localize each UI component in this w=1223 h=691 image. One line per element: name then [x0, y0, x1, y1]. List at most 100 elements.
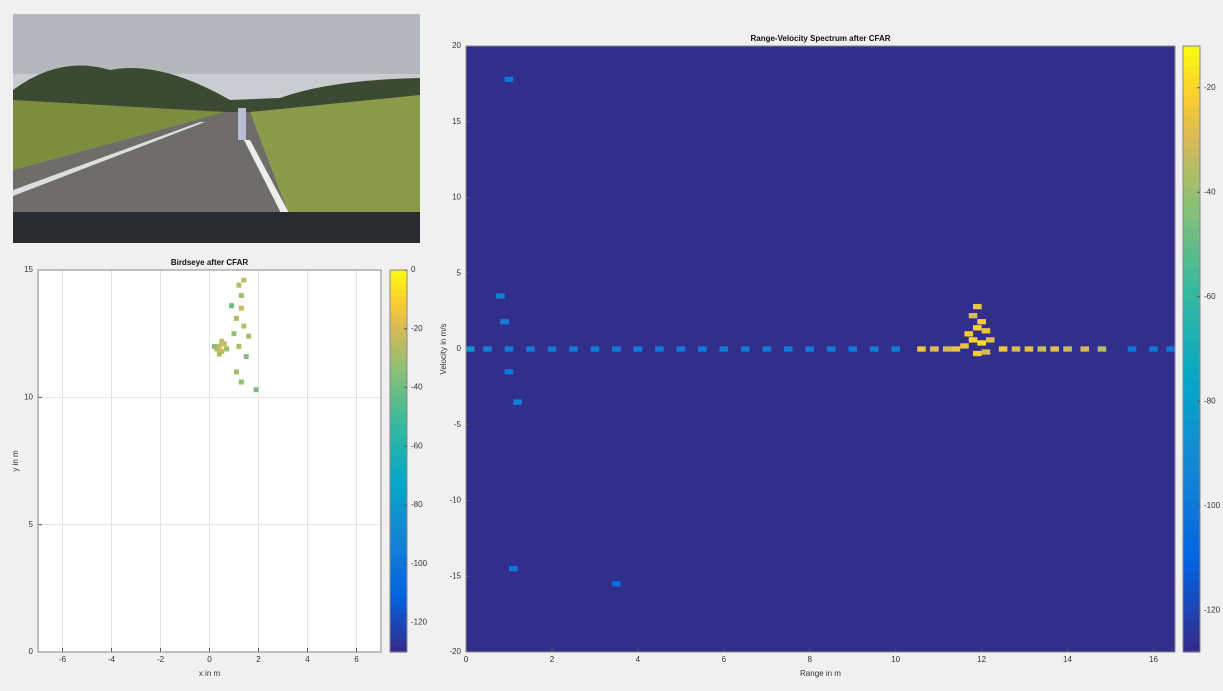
x-axis-label: Range in m: [800, 669, 841, 678]
data-point: [1128, 346, 1137, 351]
x-tick-label: 8: [808, 655, 813, 664]
data-point: [827, 346, 836, 351]
colorbar-cell: [390, 569, 407, 576]
colorbar-cell: [1183, 319, 1200, 330]
y-tick-label: -5: [454, 420, 462, 429]
data-point: [505, 346, 514, 351]
colorbar-cell: [390, 480, 407, 487]
colorbar-cell: [390, 544, 407, 551]
colorbar-cell: [1183, 612, 1200, 623]
colorbar-tick-label: 0: [411, 265, 416, 274]
colorbar-cell: [390, 308, 407, 315]
data-point: [982, 349, 991, 354]
colorbar-cell: [390, 633, 407, 640]
colorbar-cell: [390, 627, 407, 634]
colorbar-cell: [1183, 622, 1200, 633]
colorbar-cell: [1183, 278, 1200, 289]
data-point: [986, 337, 995, 342]
colorbar-cell: [1183, 76, 1200, 87]
data-point: [973, 304, 982, 309]
colorbar-cell: [1183, 389, 1200, 400]
data-point: [973, 351, 982, 356]
colorbar-cell: [390, 429, 407, 436]
data-point: [1080, 346, 1089, 351]
x-tick-label: 10: [891, 655, 900, 664]
data-point: [241, 278, 246, 283]
data-point: [930, 346, 939, 351]
data-point: [805, 346, 814, 351]
data-point: [784, 346, 793, 351]
data-point: [212, 344, 217, 349]
data-point: [634, 346, 643, 351]
colorbar-cell: [1183, 470, 1200, 481]
colorbar-cell: [1183, 632, 1200, 643]
colorbar-cell: [390, 270, 407, 277]
colorbar-cell: [390, 353, 407, 360]
data-point: [526, 346, 535, 351]
data-point: [1037, 346, 1046, 351]
data-point: [612, 581, 621, 586]
colorbar-cell: [390, 455, 407, 462]
data-point: [891, 346, 900, 351]
data-point: [234, 316, 239, 321]
colorbar-cell: [390, 639, 407, 646]
colorbar-cell: [390, 321, 407, 328]
data-point: [917, 346, 926, 351]
y-axis-label: y in m: [11, 450, 20, 472]
data-point: [569, 346, 578, 351]
data-point: [698, 346, 707, 351]
data-point: [513, 399, 522, 404]
colorbar-cell: [1183, 521, 1200, 532]
colorbar-cell: [390, 588, 407, 595]
colorbar-cell: [390, 518, 407, 525]
data-point: [969, 313, 978, 318]
data-point: [217, 344, 222, 349]
colorbar-cell: [1183, 288, 1200, 299]
y-tick-label: -15: [449, 571, 461, 580]
colorbar-cell: [390, 283, 407, 290]
x-tick-label: 4: [305, 655, 310, 664]
colorbar-cell: [390, 391, 407, 398]
y-tick-label: 10: [24, 392, 33, 401]
colorbar-cell: [390, 385, 407, 392]
colorbar-cell: [390, 525, 407, 532]
x-tick-label: -4: [108, 655, 116, 664]
colorbar-cell: [1183, 571, 1200, 582]
x-tick-label: -2: [157, 655, 165, 664]
data-point: [870, 346, 879, 351]
x-tick-label: 0: [464, 655, 469, 664]
colorbar-cell: [390, 334, 407, 341]
colorbar-cell: [1183, 379, 1200, 390]
colorbar-tick-label: -60: [1204, 292, 1216, 301]
colorbar-cell: [390, 378, 407, 385]
colorbar-cell: [1183, 349, 1200, 360]
data-point: [505, 77, 514, 82]
colorbar-cell: [390, 416, 407, 423]
colorbar-cell: [1183, 430, 1200, 441]
data-point: [1166, 346, 1175, 351]
data-point: [219, 339, 224, 344]
colorbar-cell: [390, 404, 407, 411]
data-point: [496, 293, 505, 298]
data-point: [548, 346, 557, 351]
colorbar-cell: [1183, 137, 1200, 148]
colorbar-cell: [390, 486, 407, 493]
colorbar-cell: [390, 607, 407, 614]
colorbar-cell: [1183, 309, 1200, 320]
data-point: [977, 340, 986, 345]
colorbar-cell: [390, 346, 407, 353]
y-tick-label: -10: [449, 496, 461, 505]
data-point: [224, 346, 229, 351]
x-tick-label: 16: [1149, 655, 1158, 664]
colorbar-cell: [1183, 531, 1200, 542]
colorbar-tick-label: -20: [1204, 83, 1216, 92]
pedestrian: [238, 108, 246, 140]
y-tick-label: -20: [449, 647, 461, 656]
colorbar-cell: [1183, 198, 1200, 209]
colorbar-cell: [1183, 420, 1200, 431]
data-point: [969, 337, 978, 342]
data-point: [239, 293, 244, 298]
data-point: [1012, 346, 1021, 351]
colorbar-tick-label: -80: [411, 500, 423, 509]
colorbar-cell: [1183, 46, 1200, 57]
